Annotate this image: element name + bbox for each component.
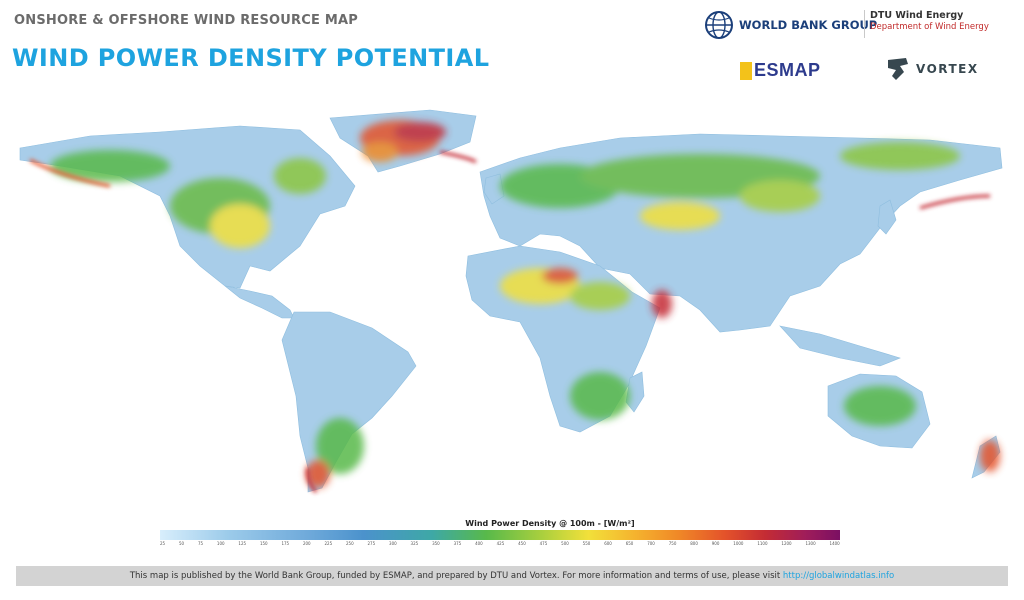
- dtu-name: DTU Wind Energy: [870, 10, 964, 21]
- southeast-asia-islands: [779, 325, 901, 367]
- world-wind-map: [19, 109, 1003, 493]
- footer-link[interactable]: http://globalwindatlas.info: [782, 571, 895, 581]
- legend: Wind Power Density @ 100m - [W/m²] 25 50 7…: [160, 519, 840, 546]
- world-bank-group-logo: WORLD BANK GROUP: [704, 10, 877, 40]
- dtu-department: Department of Wind Energy: [870, 22, 989, 32]
- legend-tick: 650: [625, 541, 634, 546]
- legend-tick: 100: [216, 541, 225, 546]
- legend-tick-labels: 25 50 75 100 125 150 175 200 225 250 275 300 325 350 3…: [160, 541, 840, 546]
- wind-intensity-overlay: [50, 120, 1000, 488]
- offshore-high-wind-streaks: [29, 150, 991, 493]
- legend-tick: 550: [582, 541, 591, 546]
- legend-tick: 50: [178, 541, 185, 546]
- legend-tick: 325: [410, 541, 419, 546]
- legend-tick: 1400: [829, 541, 840, 546]
- vortex-label: VORTEX: [916, 62, 979, 76]
- legend-tick: 125: [238, 541, 247, 546]
- dtu-logo: DTU Wind Energy Department of Wind Energ…: [870, 10, 989, 32]
- legend-tick: 450: [518, 541, 526, 546]
- legend-title: Wind Power Density @ 100m - [W/m²]: [465, 519, 635, 528]
- legend-tick: 350: [432, 541, 440, 546]
- japan: [877, 199, 897, 235]
- legend-tick: 200: [302, 541, 311, 546]
- map-title: WIND POWER DENSITY POTENTIAL: [12, 44, 490, 72]
- legend-tick: 250: [346, 541, 354, 546]
- legend-tick: 175: [281, 541, 290, 546]
- globe-icon: [705, 11, 733, 39]
- logo-divider: [864, 10, 865, 38]
- legend-color-bar: [160, 530, 840, 540]
- legend-tick: 400: [475, 541, 483, 546]
- legend-tick: 600: [604, 541, 612, 546]
- legend-tick: 475: [539, 541, 548, 546]
- legend-tick: 275: [367, 541, 376, 546]
- esmap-mark-icon: [740, 61, 752, 80]
- legend-tick: 75: [197, 541, 204, 546]
- vortex-mark-icon: [888, 58, 908, 80]
- footer-text: This map is published by the World Bank …: [129, 571, 781, 581]
- central-america: [224, 285, 295, 319]
- legend-tick: 500: [561, 541, 569, 546]
- legend-tick: 375: [453, 541, 462, 546]
- esmap-logo: ESMAP: [740, 60, 821, 81]
- world-bank-group-label: WORLD BANK GROUP: [739, 18, 878, 32]
- vortex-logo: VORTEX: [886, 56, 979, 82]
- legend-tick: 25: [160, 541, 166, 546]
- legend-tick: 150: [259, 541, 268, 546]
- legend-tick: 800: [690, 541, 698, 546]
- legend-tick: 1000: [733, 541, 744, 546]
- legend-tick: 1100: [757, 541, 768, 546]
- legend-tick: 700: [647, 541, 655, 546]
- legend-tick: 425: [496, 541, 505, 546]
- esmap-label: ESMAP: [754, 60, 821, 80]
- legend-tick: 900: [711, 541, 720, 546]
- legend-tick: 1300: [805, 541, 816, 546]
- legend-tick: 1200: [781, 541, 792, 546]
- footer: This map is published by the World Bank …: [16, 566, 1008, 586]
- legend-tick: 225: [324, 541, 333, 546]
- uk-ireland: [483, 173, 505, 205]
- legend-tick: 300: [389, 541, 397, 546]
- map-subtitle: ONSHORE & OFFSHORE WIND RESOURCE MAP: [14, 13, 358, 28]
- legend-tick: 750: [668, 541, 677, 546]
